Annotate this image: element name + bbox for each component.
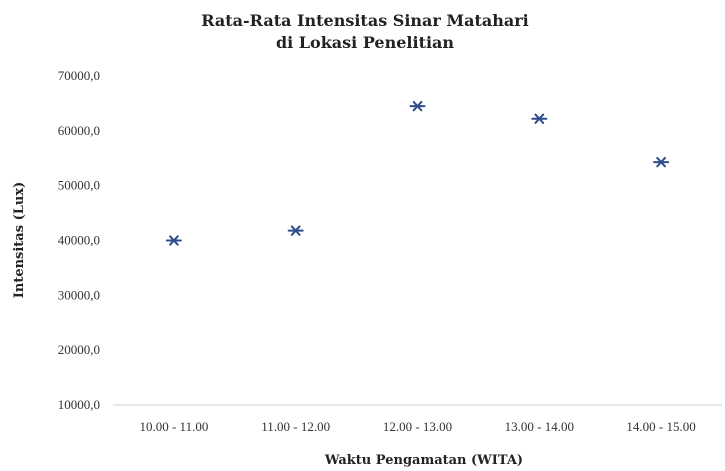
x-axis-label: Waktu Pengamatan (WITA) [324, 453, 523, 468]
y-tick-label: 20000,0 [58, 342, 100, 357]
y-tick-label: 60000,0 [58, 123, 100, 138]
x-tick-label: 11.00 - 12.00 [261, 419, 330, 434]
x-tick-label: 13.00 - 14.00 [505, 419, 574, 434]
data-point [531, 113, 548, 124]
y-tick-label: 70000,0 [58, 68, 100, 83]
x-tick-label: 10.00 - 11.00 [139, 419, 208, 434]
x-axis-ticks: 10.00 - 11.00 11.00 - 12.00 12.00 - 13.00 1… [139, 419, 695, 434]
y-tick-label: 10000,0 [58, 397, 100, 412]
data-point [165, 235, 182, 246]
data-point [653, 156, 670, 168]
y-tick-label: 50000,0 [58, 178, 100, 193]
data-point [409, 100, 426, 112]
y-tick-label: 30000,0 [58, 287, 100, 302]
chart-title-line-1: Rata-Rata Intensitas Sinar Matahari [201, 11, 529, 30]
y-axis-ticks: 10000,0 20000,0 30000,0 40000,0 50000,0 60000… [58, 68, 100, 412]
y-tick-label: 40000,0 [58, 233, 100, 248]
data-points [165, 100, 670, 246]
x-tick-label: 12.00 - 13.00 [383, 419, 452, 434]
y-axis-label: Intensitas (Lux) [12, 182, 27, 298]
x-tick-label: 14.00 - 15.00 [626, 419, 695, 434]
data-point [287, 225, 304, 236]
chart-title-line-2: di Lokasi Penelitian [276, 33, 454, 52]
